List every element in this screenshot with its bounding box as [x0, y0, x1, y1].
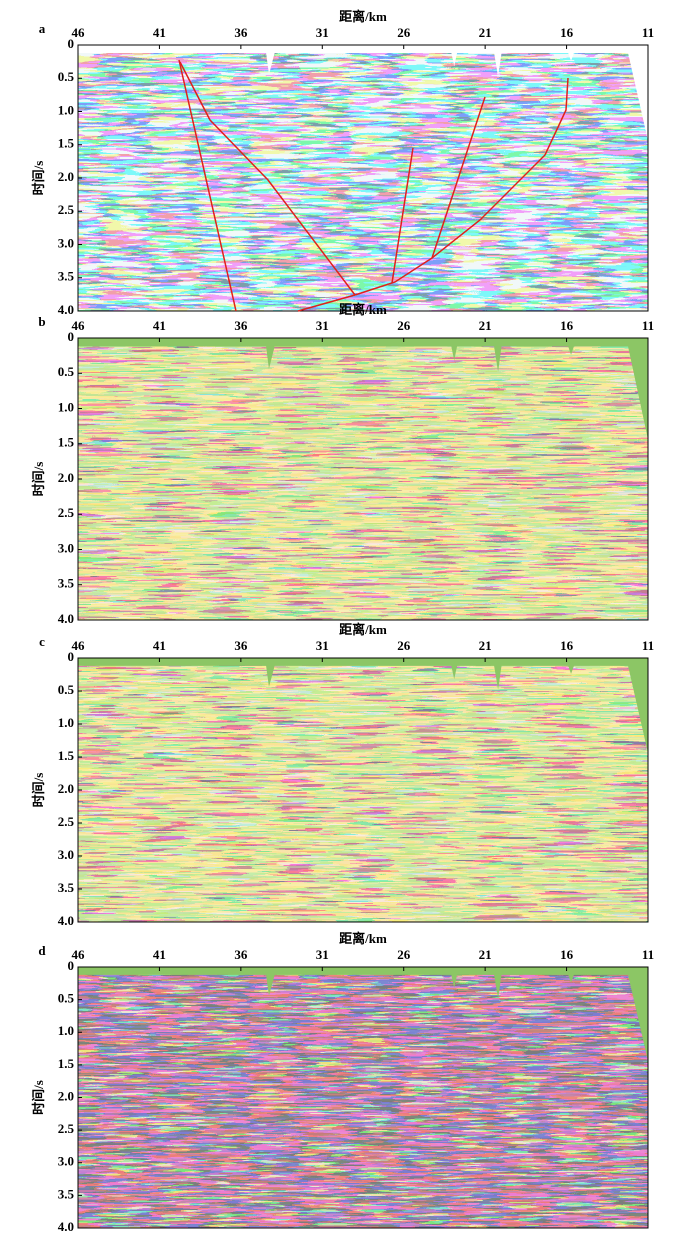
y-tick-label: 3.5 [58, 880, 75, 895]
x-tick-label: 26 [397, 947, 411, 962]
y-tick-label: 2.0 [58, 169, 74, 184]
panel-label: b [38, 314, 45, 329]
x-tick-label: 11 [642, 25, 654, 40]
x-tick-label: 16 [560, 318, 574, 333]
fault-line [297, 77, 569, 312]
seismic-section [78, 658, 648, 922]
x-tick-label: 21 [479, 638, 492, 653]
panel: a 距离/km 时间/s 46 41 36 31 26 21 16 11 0 0.5 1.0 1.5 2.0 2… [31, 9, 654, 317]
y-tick-label: 4.0 [58, 1219, 74, 1234]
x-tick-label: 16 [560, 25, 574, 40]
fault-line [431, 96, 486, 259]
x-tick-label: 21 [479, 947, 492, 962]
y-tick-label: 1.0 [58, 102, 74, 117]
x-axis-label: 距离/km [339, 622, 387, 637]
x-tick-label: 31 [316, 25, 329, 40]
x-tick-label: 21 [479, 318, 492, 333]
y-tick-label: 3.5 [58, 269, 75, 284]
y-tick-label: 0 [68, 958, 75, 973]
y-tick-label: 1.5 [58, 136, 75, 151]
fault-line [179, 61, 356, 296]
fault-line [178, 59, 237, 312]
x-tick-label: 31 [316, 638, 329, 653]
y-tick-label: 3.0 [58, 1154, 74, 1169]
y-axis-label: 时间/s [31, 161, 46, 196]
x-tick-label: 41 [153, 318, 166, 333]
y-tick-label: 3.5 [58, 576, 75, 591]
y-tick-label: 0 [68, 329, 75, 344]
fault-lines [178, 59, 569, 312]
y-tick-label: 0.5 [58, 991, 75, 1006]
y-tick-label: 4.0 [58, 611, 74, 626]
y-tick-label: 2.5 [58, 814, 75, 829]
fault-line [391, 147, 414, 284]
x-tick-label: 11 [642, 318, 654, 333]
x-tick-label: 16 [560, 638, 574, 653]
y-tick-label: 3.0 [58, 540, 74, 555]
y-axis-label: 时间/s [31, 462, 46, 497]
x-tick-label: 46 [72, 318, 86, 333]
y-tick-label: 0 [68, 36, 75, 51]
seismic-section [78, 45, 648, 311]
y-tick-label: 1.0 [58, 1023, 74, 1038]
y-tick-label: 0.5 [58, 69, 75, 84]
y-tick-label: 0 [68, 649, 75, 664]
x-tick-label: 16 [560, 947, 574, 962]
y-tick-label: 1.0 [58, 399, 74, 414]
y-tick-label: 2.0 [58, 470, 74, 485]
x-axis-label: 距离/km [339, 9, 387, 24]
x-tick-label: 36 [234, 947, 248, 962]
y-tick-label: 3.0 [58, 235, 74, 250]
y-tick-label: 1.5 [58, 1056, 75, 1071]
panel: c 距离/km 时间/s 46 41 36 31 26 21 16 11 0 0.5 1.0 1.5 2.0 2… [31, 622, 654, 928]
panel: b 距离/km 时间/s 46 41 36 31 26 21 16 11 0 0.5 1.0 1.5 2.0 2… [31, 302, 654, 626]
x-tick-label: 41 [153, 947, 166, 962]
x-tick-label: 21 [479, 25, 492, 40]
y-tick-label: 1.5 [58, 435, 75, 450]
panel-label: d [38, 943, 46, 958]
y-tick-label: 2.5 [58, 505, 75, 520]
y-tick-label: 2.0 [58, 1088, 74, 1103]
y-tick-label: 4.0 [58, 302, 74, 317]
y-axis-label: 时间/s [31, 773, 46, 808]
x-tick-label: 26 [397, 638, 411, 653]
y-tick-label: 2.5 [58, 202, 75, 217]
x-axis-label: 距离/km [339, 931, 387, 946]
y-tick-label: 3.0 [58, 847, 74, 862]
y-tick-label: 1.5 [58, 748, 75, 763]
x-tick-label: 46 [72, 638, 86, 653]
x-tick-label: 46 [72, 947, 86, 962]
y-tick-label: 1.0 [58, 715, 74, 730]
seismic-section [78, 967, 648, 1228]
x-tick-label: 46 [72, 25, 86, 40]
y-tick-label: 4.0 [58, 913, 74, 928]
x-tick-label: 26 [397, 25, 411, 40]
panel: d 距离/km 时间/s 46 41 36 31 26 21 16 11 0 0.5 1.0 1.5 2.0 2… [31, 931, 654, 1234]
y-tick-label: 0.5 [58, 682, 75, 697]
panel-label: c [39, 634, 45, 649]
y-tick-label: 2.0 [58, 781, 74, 796]
x-tick-label: 11 [642, 947, 654, 962]
x-tick-label: 36 [234, 638, 248, 653]
panel-label: a [39, 21, 46, 36]
x-tick-label: 31 [316, 947, 329, 962]
x-axis-label: 距离/km [339, 302, 387, 317]
x-tick-label: 11 [642, 638, 654, 653]
y-tick-label: 3.5 [58, 1186, 75, 1201]
y-tick-label: 2.5 [58, 1121, 75, 1136]
x-tick-label: 31 [316, 318, 329, 333]
x-tick-label: 36 [234, 318, 248, 333]
x-tick-label: 26 [397, 318, 411, 333]
x-tick-label: 36 [234, 25, 248, 40]
y-axis-label: 时间/s [31, 1080, 46, 1115]
seismic-section [78, 338, 648, 620]
x-tick-label: 41 [153, 25, 166, 40]
x-tick-label: 41 [153, 638, 166, 653]
y-tick-label: 0.5 [58, 364, 75, 379]
